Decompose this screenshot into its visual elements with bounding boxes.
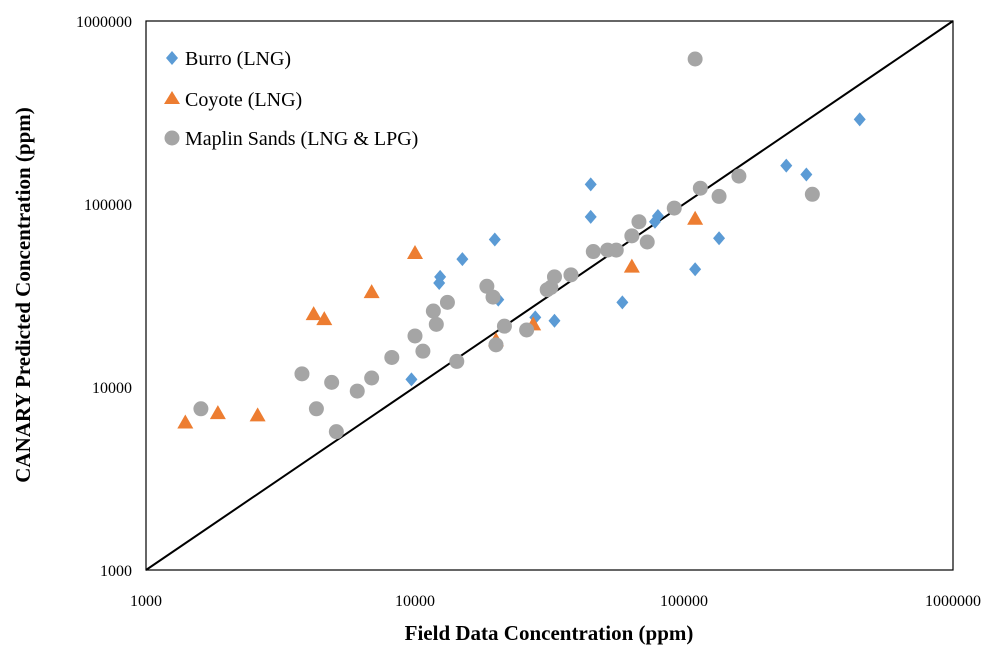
data-point-maplin-sands	[449, 353, 465, 369]
data-point-coyote	[177, 414, 194, 429]
legend-label-coyote: Coyote (LNG)	[185, 89, 302, 111]
data-point-maplin-sands	[308, 401, 324, 417]
x-tick-label: 1000000	[925, 593, 981, 610]
data-point-maplin-sands	[519, 322, 535, 338]
data-point-maplin-sands	[364, 370, 380, 386]
data-point-maplin-sands	[324, 374, 340, 390]
data-point-burro	[584, 209, 597, 224]
data-point-maplin-sands	[328, 424, 344, 440]
legend-label-burro: Burro (LNG)	[185, 48, 291, 70]
data-point-maplin-sands	[193, 401, 209, 417]
legend-item-burro: Burro (LNG)	[166, 48, 291, 70]
legend-marker-circle	[164, 130, 180, 146]
y-tick-label: 10000	[92, 380, 132, 397]
data-point-coyote	[249, 407, 266, 422]
x-tick-label: 10000	[395, 593, 435, 610]
data-point-maplin-sands	[711, 188, 727, 204]
data-marks	[145, 20, 954, 571]
data-point-maplin-sands	[485, 289, 501, 305]
x-tick-label: 1000	[130, 593, 162, 610]
y-tick-label: 1000000	[76, 14, 132, 31]
data-point-maplin-sands	[624, 228, 640, 244]
data-point-burro	[689, 262, 702, 277]
data-point-coyote	[407, 244, 423, 259]
data-point-coyote	[363, 284, 380, 299]
legend: Burro (LNG) Coyote (LNG) Maplin Sands (L…	[164, 48, 418, 150]
data-point-maplin-sands	[731, 168, 747, 184]
data-point-coyote	[305, 306, 322, 321]
y-tick-label: 100000	[84, 197, 132, 214]
data-point-burro	[405, 372, 418, 387]
legend-marker-diamond	[166, 51, 178, 65]
data-point-maplin-sands	[428, 316, 444, 332]
y-axis-title: CANARY Predicted Concentration (ppm)	[11, 107, 35, 482]
x-tick-label: 100000	[660, 593, 708, 610]
data-point-burro	[651, 208, 664, 223]
data-point-burro	[800, 167, 813, 182]
x-axis-title: Field Data Concentration (ppm)	[405, 621, 694, 645]
data-point-maplin-sands	[666, 200, 682, 216]
data-point-maplin-sands	[563, 267, 579, 283]
data-point-burro	[780, 158, 793, 173]
data-point-coyote	[687, 210, 704, 225]
data-point-maplin-sands	[425, 303, 441, 319]
data-point-maplin-sands	[407, 328, 423, 344]
data-point-burro	[548, 313, 561, 328]
data-point-burro	[456, 252, 469, 267]
legend-item-maplin-sands: Maplin Sands (LNG & LPG)	[164, 128, 418, 150]
data-point-burro	[434, 269, 447, 284]
data-point-maplin-sands	[349, 383, 365, 399]
data-point-maplin-sands	[631, 214, 647, 230]
data-point-maplin-sands	[546, 269, 562, 285]
data-point-maplin-sands	[496, 318, 512, 334]
data-point-maplin-sands	[585, 244, 601, 260]
data-point-maplin-sands	[488, 337, 504, 353]
data-point-burro	[853, 112, 866, 127]
data-point-burro	[488, 232, 501, 247]
axis-ticks: 1000 10000 100000 1000000 1000 10000 100000 100…	[76, 14, 981, 610]
data-point-maplin-sands	[639, 234, 655, 250]
data-point-maplin-sands	[415, 343, 431, 359]
data-point-maplin-sands	[384, 349, 400, 365]
legend-label-maplin-sands: Maplin Sands (LNG & LPG)	[185, 128, 418, 150]
legend-marker-triangle	[164, 91, 180, 104]
data-point-burro	[713, 231, 726, 246]
data-point-maplin-sands	[687, 51, 703, 67]
data-point-maplin-sands	[804, 186, 820, 202]
data-point-coyote	[316, 311, 333, 326]
data-point-maplin-sands	[692, 180, 708, 196]
data-point-maplin-sands	[608, 242, 624, 258]
data-point-maplin-sands	[294, 366, 310, 382]
legend-item-coyote: Coyote (LNG)	[164, 89, 302, 111]
data-point-burro	[616, 295, 629, 310]
data-point-coyote	[209, 405, 226, 420]
data-point-burro	[584, 177, 597, 192]
data-point-maplin-sands	[439, 294, 455, 310]
data-point-coyote	[623, 258, 640, 273]
y-tick-label: 1000	[100, 563, 132, 580]
